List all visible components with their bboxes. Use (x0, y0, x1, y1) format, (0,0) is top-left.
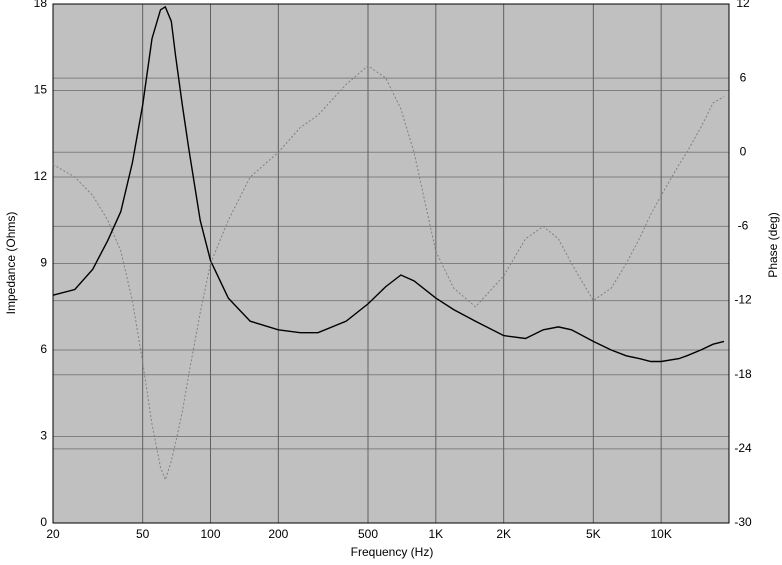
y-tick-label: 0 (40, 515, 47, 529)
y2-tick-label: -12 (734, 293, 752, 307)
y-tick-label: 15 (34, 83, 48, 97)
y2-tick-label: -24 (734, 441, 752, 455)
x-tick-label: 10K (650, 527, 671, 541)
y-tick-label: 9 (40, 256, 47, 270)
y-tick-label: 6 (40, 342, 47, 356)
y2-tick-label: 0 (740, 144, 747, 158)
y2-tick-label: -6 (738, 219, 749, 233)
y2-tick-label: -30 (734, 515, 752, 529)
x-tick-label: 200 (268, 527, 288, 541)
y-tick-label: 3 (40, 429, 47, 443)
x-axis-label: Frequency (Hz) (351, 545, 434, 559)
x-tick-label: 100 (200, 527, 220, 541)
plot-border (52, 3, 730, 524)
x-tick-label: 50 (136, 527, 150, 541)
y2-axis-label: Phase (deg) (766, 212, 780, 277)
series-line (52, 5, 725, 363)
y-tick-label: 12 (34, 169, 48, 183)
y-axis-label: Impedance (Ohms) (4, 212, 18, 315)
x-tick-label: 2K (496, 527, 511, 541)
y2-tick-label: 12 (736, 0, 750, 10)
x-tick-label: 500 (358, 527, 378, 541)
x-tick-label: 1K (428, 527, 443, 541)
y-tick-label: 18 (34, 0, 48, 10)
y2-tick-label: -18 (734, 367, 752, 381)
x-tick-label: 20 (46, 527, 60, 541)
x-tick-label: 5K (586, 527, 601, 541)
y2-tick-label: 6 (740, 70, 747, 84)
series-line (52, 65, 725, 482)
